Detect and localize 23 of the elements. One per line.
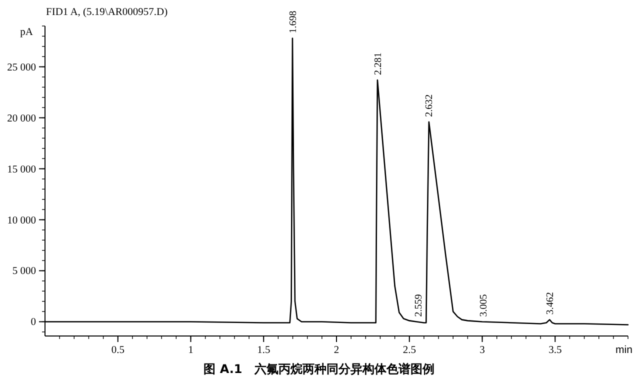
x-tick-label: 1.5 [257, 345, 270, 356]
x-tick-label: 2 [334, 345, 340, 356]
y-tick-label: 15 000 [7, 164, 36, 176]
annotation: 3.005 [478, 294, 490, 317]
y-tick-label: 5 000 [12, 266, 36, 278]
y-axis-title: pA [20, 27, 34, 38]
annotation: 3.462 [545, 292, 556, 315]
chart-title: FID1 A, (5.19\AR000957.D) [46, 7, 168, 18]
x-axis-title: min [616, 344, 633, 356]
annotation: 2.632 [424, 94, 436, 117]
x-tick-label: 2.5 [402, 345, 416, 356]
x-tick-label: 0.5 [111, 345, 124, 356]
annotation: 2.559 [413, 294, 424, 317]
text: 图 A.1 六氟丙烷两种同分异构体色谱图例 [204, 362, 434, 376]
x-tick-label: 3.5 [548, 345, 562, 356]
y-tick-label: 10 000 [7, 215, 36, 226]
annotation: 2.281 [372, 52, 384, 76]
annotation: 1.698 [288, 10, 299, 34]
y-tick-label: 0 [30, 317, 36, 328]
y-tick-label: 25 000 [7, 62, 36, 74]
x-tick-label: 1 [188, 345, 194, 356]
y-tick-label: 20 000 [7, 113, 36, 124]
x-tick-label: 3 [480, 345, 485, 356]
